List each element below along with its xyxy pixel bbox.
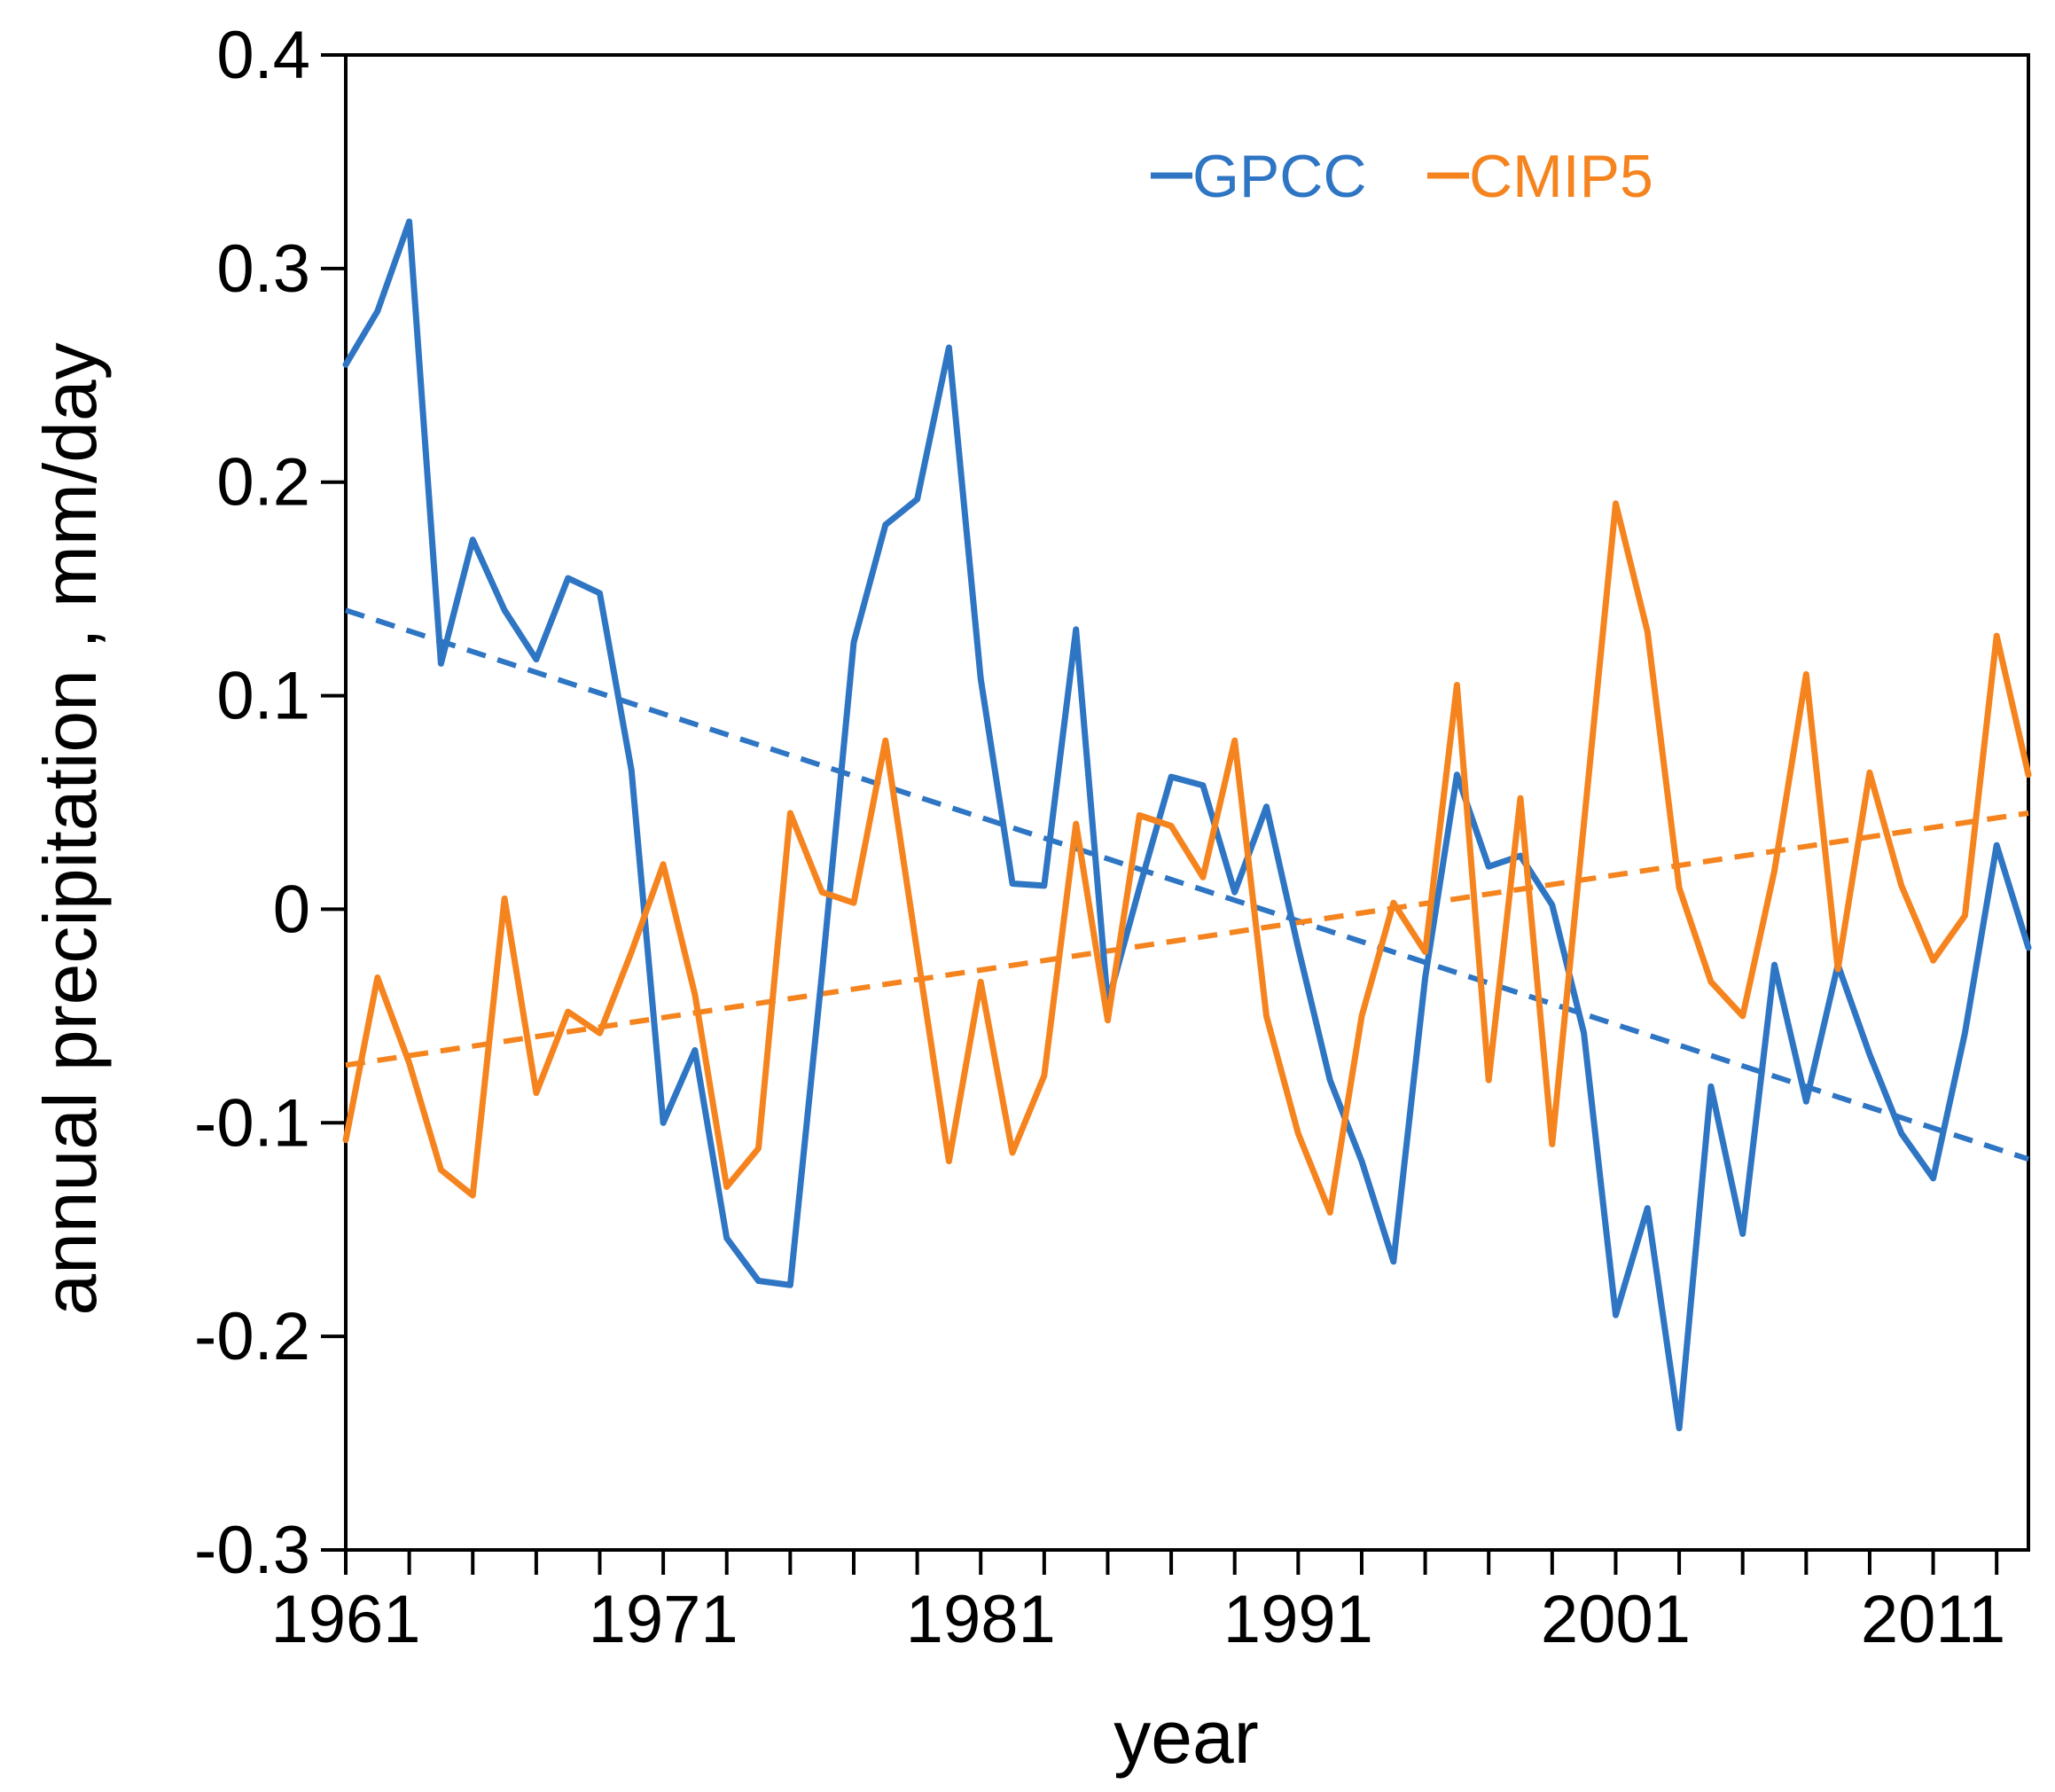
series-line-gpcc — [342, 218, 2032, 1432]
y-tick-label: 0.3 — [216, 231, 310, 307]
x-tick-label: 1961 — [270, 1582, 420, 1657]
y-tick-label: 0.1 — [216, 659, 310, 734]
y-tick-label: -0.1 — [194, 1085, 310, 1161]
trendlines-group — [345, 607, 2029, 1162]
y-tick-label: -0.2 — [194, 1299, 310, 1374]
x-tick-label: 1971 — [589, 1582, 738, 1657]
x-tick-label: 1981 — [906, 1582, 1056, 1657]
x-axis-title: year — [1113, 1695, 1258, 1779]
y-tick-label: 0.4 — [216, 18, 310, 93]
legend: GPCC CMIP5 — [1151, 143, 1653, 210]
legend-label-gpcc: GPCC — [1192, 143, 1366, 210]
axes-group — [321, 53, 2030, 1575]
x-tick-label: 1991 — [1223, 1582, 1373, 1657]
y-axis-title: annual precipitation , mm/day — [28, 342, 112, 1315]
cmip5-trend-line — [345, 810, 2029, 1068]
x-tick-label: 2001 — [1541, 1582, 1691, 1657]
x-tick-label: 2011 — [1861, 1582, 2005, 1657]
y-tick-label: -0.3 — [194, 1513, 310, 1588]
y-tick-label: 0.2 — [216, 445, 310, 520]
series-line-cmip5 — [342, 500, 2032, 1216]
legend-label-cmip5: CMIP5 — [1469, 143, 1653, 210]
y-tick-label: 0 — [273, 872, 310, 947]
gpcc-trend-line — [345, 607, 2029, 1162]
plot-frame — [344, 53, 2030, 1552]
series-group — [342, 218, 2032, 1432]
